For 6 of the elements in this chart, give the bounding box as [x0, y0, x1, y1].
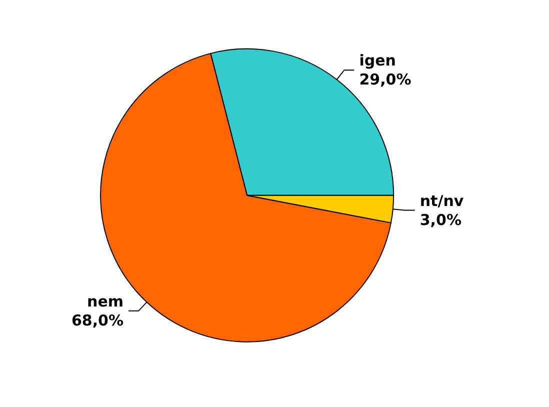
slice-label: igen: [359, 52, 396, 70]
data-label: 3,0%: [420, 210, 462, 229]
slice-label: nt/nv: [420, 192, 464, 210]
data-label: 29,0%: [359, 70, 412, 89]
slice-label: nem: [87, 292, 124, 310]
data-label: 68,0%: [71, 311, 124, 330]
